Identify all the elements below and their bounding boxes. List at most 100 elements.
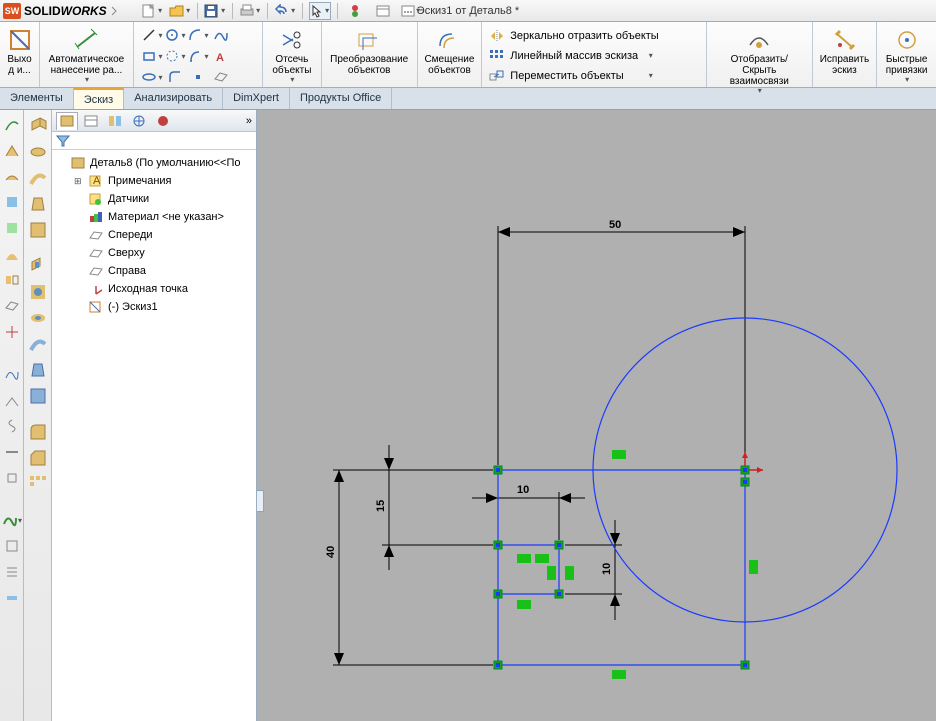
spline-tool[interactable] [210,25,232,45]
helix-tool-icon[interactable] [2,416,22,436]
dimension-15[interactable]: 15 [375,445,493,570]
revolve-cut-icon[interactable] [26,306,50,330]
rebuild-button[interactable] [344,2,366,20]
swept-cut-icon[interactable] [26,332,50,356]
tree-node-annotations[interactable]: ⊞ A Примечания [54,172,254,190]
tree-node-front[interactable]: Спереди [54,226,254,244]
quick-snaps-button[interactable]: Быстрые привязки ▾ [884,24,930,87]
mirror-feat-icon[interactable] [2,270,22,290]
tree-tab-config[interactable] [104,112,126,130]
loft-cut-icon[interactable] [26,358,50,382]
arc-tool[interactable]: ▾ [187,25,209,45]
undo-button[interactable]: ▾ [274,2,296,20]
smart-dimension-button[interactable]: Автоматическое нанесение ра... ▾ [47,24,127,87]
trim-button[interactable]: Отсечь объекты ▾ [270,24,313,87]
offset-button[interactable]: Смещение объектов [422,24,476,78]
rectangle-tool[interactable]: ▾ [141,46,163,66]
tree-tab-feature[interactable] [56,112,78,130]
linear-pattern-icon[interactable] [26,472,50,496]
app-logo: SW [3,3,21,19]
app-name-italic: WORKS [61,4,107,18]
flex-tool-icon[interactable] [2,588,22,608]
dome-tool-icon[interactable] [2,244,22,264]
tree-node-material[interactable]: Материал <не указан> [54,208,254,226]
pattern-button[interactable]: Линейный массив эскиза ▾ [488,46,658,65]
line-tool[interactable]: ▾ [141,25,163,45]
chamfer-feat-icon[interactable] [26,446,50,470]
move-button[interactable]: Переместить объекты ▾ [488,66,658,85]
transform-list: Зеркально отразить объекты Линейный масс… [486,24,660,87]
extrude-cut-icon[interactable] [26,254,50,278]
exit-sketch-button[interactable]: Выхо д и... [4,24,36,78]
options-button[interactable] [372,2,394,20]
dimension-40[interactable]: 40 [325,470,493,665]
polygon-tool[interactable]: ▾ [164,46,186,66]
hole-wizard-icon[interactable] [26,280,50,304]
graphics-viewport[interactable]: 50 40 15 [257,110,936,721]
tree-node-origin[interactable]: Исходная точка [54,280,254,298]
point-tool[interactable] [187,67,209,87]
dimension-10-h[interactable]: 10 [472,484,585,540]
tree-expand-icon[interactable]: » [246,115,252,127]
indent-tool-icon[interactable] [2,562,22,582]
fillet-feat-icon[interactable] [26,420,50,444]
freeform-tool-icon[interactable]: ▾ [2,510,22,530]
convert-button[interactable]: Преобразование объектов [328,24,410,78]
text-tool[interactable]: A [210,46,232,66]
menu-arrow-icon[interactable] [111,4,121,18]
sketch-relations[interactable] [517,450,758,679]
revolve-boss-icon[interactable] [26,140,50,164]
mirror-button[interactable]: Зеркально отразить объекты [488,26,658,45]
tree-tab-render[interactable] [152,112,174,130]
shell-tool-icon[interactable] [2,218,22,238]
tree-root[interactable]: Деталь8 (По умолчанию<<По [54,154,254,172]
open-button[interactable]: ▾ [169,2,191,20]
loft-boss-icon[interactable] [26,192,50,216]
draft-tool-icon[interactable] [2,192,22,212]
display-relations-button[interactable]: Отобразить/Скрыть взаимосвязи ▾ [717,24,801,98]
tree-node-sketch1[interactable]: (-) Эскиз1 [54,298,254,316]
tab-evaluate[interactable]: Анализировать [124,88,223,109]
3dsketch-tool-icon[interactable] [2,390,22,410]
ellipse-tool[interactable]: ▾ [141,67,163,87]
print-button[interactable]: ▾ [239,2,261,20]
tab-features[interactable]: Элементы [0,88,74,109]
tree-node-right[interactable]: Справа [54,262,254,280]
refgeo-tool-icon[interactable] [2,296,22,316]
fillet-tool[interactable] [164,67,186,87]
tree-node-top[interactable]: Сверху [54,244,254,262]
plane-tool[interactable] [210,67,232,87]
boundary-boss-icon[interactable] [26,218,50,242]
svg-text:15: 15 [375,500,387,512]
save-button[interactable]: ▾ [204,2,226,20]
circle-tool[interactable]: ▾ [164,25,186,45]
sketch-points[interactable] [494,466,749,669]
spline-tool-icon[interactable] [2,364,22,384]
repair-sketch-button[interactable]: Исправить эскиз [818,24,871,78]
sketch-geometry[interactable] [498,318,897,665]
swept-boss-icon[interactable] [26,166,50,190]
svg-text:A: A [93,175,101,187]
tree-node-sensors[interactable]: Датчики [54,190,254,208]
quick-access-toolbar: ▾ ▾ ▾ ▾ ▾ ▾ ▾ [141,2,422,20]
wrap-tool-icon[interactable] [2,166,22,186]
boundary-cut-icon[interactable] [26,384,50,408]
rib-tool-icon[interactable] [2,140,22,160]
tab-office[interactable]: Продукты Office [290,88,392,109]
curve-tool-icon[interactable] [2,114,22,134]
svg-text:50: 50 [609,219,621,231]
move-face-icon[interactable] [2,468,22,488]
tree-tab-property[interactable] [80,112,102,130]
tree-filter[interactable] [52,132,256,150]
select-button[interactable]: ▾ [309,2,331,20]
deform-tool-icon[interactable] [2,536,22,556]
split-tool-icon[interactable] [2,442,22,462]
tab-dimxpert[interactable]: DimXpert [223,88,290,109]
tree-tab-dimx[interactable] [128,112,150,130]
tab-sketch[interactable]: Эскиз [74,88,124,109]
extrude-boss-icon[interactable] [26,114,50,138]
dimension-50[interactable]: 50 [498,219,745,465]
slot-tool[interactable]: ▾ [187,46,209,66]
curves-tool-icon[interactable] [2,322,22,342]
new-button[interactable]: ▾ [141,2,163,20]
